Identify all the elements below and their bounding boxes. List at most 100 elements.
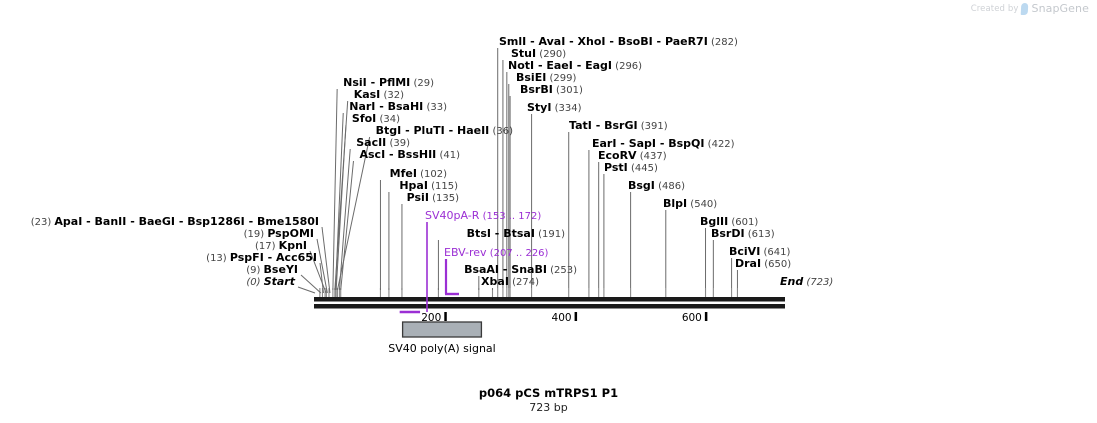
site-position: (641) (760, 247, 791, 258)
site-label-BglII[interactable]: BglII (601) (700, 216, 758, 229)
site-label-StuI[interactable]: StuI (290) (511, 48, 566, 61)
name-separator: - (534, 59, 547, 72)
site-label-BciVI[interactable]: BciVI (641) (729, 246, 790, 259)
site-label-PsiI[interactable]: PsiI (135) (407, 192, 459, 205)
page-title: p064 pCS mTRPS1 P1 (478, 386, 619, 400)
site-label-Start[interactable]: (0) Start (246, 276, 295, 289)
site-position: (102) (416, 169, 447, 180)
site-label-StyI[interactable]: StyI (334) (527, 102, 582, 115)
site-label-BsrBI[interactable]: BsrBI (301) (520, 84, 583, 97)
enzyme-name: StyI (527, 101, 552, 114)
enzyme-name: BssHII (397, 148, 437, 161)
site-position: (301) (552, 85, 583, 96)
site-label-BseYI[interactable]: (9) BseYI (246, 264, 298, 277)
name-separator: - (656, 137, 669, 150)
site-position: (422) (704, 139, 735, 150)
site-label-SfoI[interactable]: SfoI (34) (352, 113, 400, 126)
site-position: (282) (707, 37, 738, 48)
enzyme-name: KasI (353, 88, 381, 101)
site-label-PspFI[interactable]: (13) PspFI - Acc65I (206, 252, 317, 265)
primer-name: SV40pA-R (425, 209, 480, 222)
primer-label-SV40pA-R[interactable]: SV40pA-R (153 .. 172) (425, 210, 541, 223)
name-separator: - (565, 35, 578, 48)
site-label-End[interactable]: End (723) (780, 276, 833, 289)
enzyme-name: BaeGI (138, 215, 175, 228)
enzyme-name: BtsI (466, 227, 491, 240)
enzyme-name: PstI (604, 161, 628, 174)
name-separator: - (616, 137, 629, 150)
enzyme-name: EarI (592, 137, 617, 150)
site-position: (9) (246, 265, 264, 276)
site-label-NsiI[interactable]: NsiI - PflMI (29) (343, 77, 434, 90)
site-label-EarI[interactable]: EarI - SapI - BspQI (422) (592, 138, 735, 151)
site-position: (17) (254, 241, 279, 252)
site-label-NarI[interactable]: NarI - BsaHI (33) (349, 101, 447, 114)
enzyme-name: KpnI (278, 239, 307, 252)
enzyme-name: SmlI (499, 35, 527, 48)
site-label-XbaI[interactable]: XbaI (274) (481, 276, 539, 289)
site-label-SmlI[interactable]: SmlI - AvaI - XhoI - BsoBI - PaeR7I (282… (499, 36, 738, 49)
plasmid-title-block: p064 pCS mTRPS1 P1 723 bp (0, 386, 1097, 414)
name-separator: - (572, 59, 586, 72)
site-label-SacII[interactable]: SacII (39) (356, 137, 410, 150)
enzyme-name: SnaBI (511, 263, 547, 276)
enzyme-name: BsrBI (520, 83, 553, 96)
site-position: (274) (508, 277, 539, 288)
plasmid-length-label: 723 bp (529, 401, 568, 414)
site-label-PstI[interactable]: PstI (445) (604, 162, 658, 175)
site-label-EcoRV[interactable]: EcoRV (437) (598, 150, 667, 163)
site-label-BtgI[interactable]: BtgI - PluTI - HaeII (36) (376, 125, 513, 138)
enzyme-name: SfoI (351, 112, 377, 125)
snapgene-watermark: Created by SnapGene (971, 2, 1089, 15)
enzyme-name: ApaI (54, 215, 83, 228)
site-label-BsgI[interactable]: BsgI (486) (628, 180, 685, 193)
enzyme-name: AscI (359, 148, 386, 161)
enzyme-name: PsiI (406, 191, 429, 204)
name-separator: - (366, 76, 380, 89)
name-separator: - (591, 119, 605, 132)
enzyme-name: DraI (735, 257, 762, 270)
site-position: (191) (534, 229, 565, 240)
site-position: (115) (427, 181, 458, 192)
name-separator: - (499, 263, 512, 276)
site-label-KasI[interactable]: KasI (32) (354, 89, 404, 102)
primer-label-EBV-rev[interactable]: EBV-rev (207 .. 226) (444, 247, 548, 260)
enzyme-name: HaeII (457, 124, 490, 137)
name-separator: - (401, 124, 414, 137)
site-label-MfeI[interactable]: MfeI (102) (390, 168, 447, 181)
name-separator: - (526, 35, 539, 48)
enzyme-name: XhoI (577, 35, 606, 48)
site-label-PspOMI[interactable]: (19) PspOMI (244, 228, 314, 241)
site-label-BsaAI[interactable]: BsaAI - SnaBI (253) (464, 264, 577, 277)
site-label-TatI[interactable]: TatI - BsrGI (391) (569, 120, 668, 133)
site-label-KpnI[interactable]: (17) KpnI (255, 240, 307, 253)
name-separator: - (490, 227, 504, 240)
site-label-HpaI[interactable]: HpaI (115) (399, 180, 458, 193)
name-separator: - (652, 35, 665, 48)
site-label-NotI[interactable]: NotI - EaeI - EagI (296) (508, 60, 642, 73)
enzyme-name: PspOMI (267, 227, 314, 240)
enzyme-name: PflMI (379, 76, 411, 89)
enzyme-name: TatI (569, 119, 592, 132)
name-separator: - (175, 215, 188, 228)
site-label-BsrDI[interactable]: BsrDI (613) (711, 228, 775, 241)
enzyme-name: BanII (94, 215, 127, 228)
site-label-BsiEI[interactable]: BsiEI (299) (516, 72, 576, 85)
enzyme-name: BtgI (375, 124, 402, 137)
site-position: (32) (380, 90, 404, 101)
site-label-BlpI[interactable]: BlpI (540) (663, 198, 717, 211)
site-position: (39) (386, 138, 410, 149)
site-position: (486) (654, 181, 685, 192)
enzyme-name: HpaI (399, 179, 428, 192)
primer-range: (207 .. 226) (486, 248, 549, 259)
enzyme-name: NotI (508, 59, 535, 72)
site-label-AscI[interactable]: AscI - BssHII (41) (359, 149, 460, 162)
site-position: (601) (728, 217, 759, 228)
site-label-BtsI[interactable]: BtsI - BtsaI (191) (467, 228, 565, 241)
site-label-DraI[interactable]: DraI (650) (735, 258, 791, 271)
site-label-ApaI[interactable]: (23) ApaI - BanII - BaeGI - Bsp1286I - B… (31, 216, 319, 229)
ruler-tick-200: 200 (421, 312, 442, 324)
enzyme-name: BseYI (263, 263, 298, 276)
site-position: (135) (428, 193, 459, 204)
site-position: (334) (551, 103, 582, 114)
